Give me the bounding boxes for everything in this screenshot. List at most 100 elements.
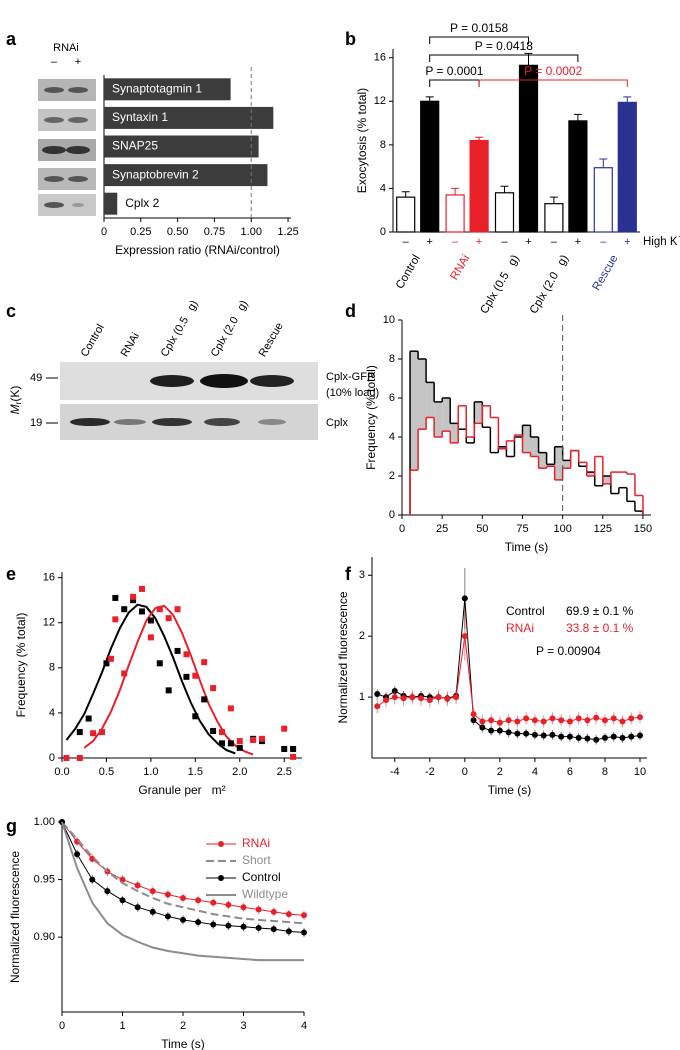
legend-label: RNAi <box>242 836 270 850</box>
bar <box>494 192 515 233</box>
data-point <box>195 919 202 926</box>
scatter-point <box>210 727 217 734</box>
bar <box>104 164 268 187</box>
data-point <box>636 714 643 721</box>
data-point <box>514 730 521 737</box>
scatter-point <box>121 606 128 613</box>
data-point <box>180 916 186 923</box>
series-stats: 33.8 ± 0.1 % <box>566 621 634 635</box>
x-tick-label: 1.5 <box>188 766 203 778</box>
blot-lane: – <box>51 56 58 68</box>
panel-letter: g <box>6 816 17 836</box>
blot-band <box>250 375 294 387</box>
data-point <box>523 730 530 737</box>
condition-label: + <box>525 236 531 248</box>
scatter-point <box>147 617 154 624</box>
bar <box>544 203 564 233</box>
scatter-point <box>290 745 297 752</box>
difference-fill <box>554 446 563 480</box>
scatter-point <box>227 740 234 747</box>
series-name: RNAi <box>506 621 534 635</box>
bar-label: SNAP25 <box>112 139 158 153</box>
bar <box>568 120 588 233</box>
x-tick-label: 10 <box>634 766 646 778</box>
scatter-point <box>130 597 137 604</box>
data-point <box>461 595 468 602</box>
scatter-point <box>174 647 181 654</box>
x-tick-label: 150 <box>634 523 652 535</box>
mr-unit: (K) <box>8 386 22 402</box>
x-annotation: High K <box>643 236 678 248</box>
difference-fill <box>434 401 443 437</box>
x-axis-label: Granule per m² <box>138 783 225 797</box>
data-point <box>636 732 643 739</box>
x-tick-label: 0.50 <box>167 226 188 238</box>
bar-label: Synaptobrevin 2 <box>112 167 199 181</box>
p-value: P = 0.00904 <box>536 644 601 658</box>
bar <box>104 78 231 101</box>
x-tick-label: 0.25 <box>130 226 151 238</box>
scatter-point <box>130 593 137 600</box>
scatter-point <box>259 735 265 742</box>
condition-label: + <box>624 236 630 248</box>
y-tick-label: 2 <box>389 470 395 482</box>
significance-bracket <box>429 54 579 62</box>
x-tick-label: 3 <box>240 1020 246 1032</box>
bar <box>104 106 274 129</box>
scatter-point <box>210 685 217 692</box>
data-point <box>523 715 530 722</box>
blot-band <box>44 87 64 93</box>
x-tick-label: 0 <box>101 226 107 238</box>
scatter-point <box>63 755 70 761</box>
data-point <box>134 904 141 911</box>
bar <box>445 194 465 233</box>
scatter-point <box>112 616 119 623</box>
blot-strip <box>38 109 96 131</box>
y-tick-label: 0.95 <box>34 873 55 885</box>
blot-band <box>114 419 146 425</box>
blot-band <box>150 375 194 387</box>
data-point <box>301 929 307 936</box>
difference-fill <box>498 446 507 449</box>
blot-band <box>68 176 88 182</box>
bar <box>104 192 118 215</box>
x-tick-label: 0 <box>399 523 405 535</box>
x-category-label: Rescue <box>591 253 621 293</box>
data-point <box>479 718 486 725</box>
blot-strip <box>38 168 96 190</box>
bar <box>420 100 440 233</box>
data-point <box>496 727 503 734</box>
x-tick-label: 6 <box>567 766 573 778</box>
error-bar <box>599 158 608 168</box>
data-point <box>531 731 538 738</box>
p-value: P = 0.0158 <box>450 21 508 35</box>
data-point <box>619 718 626 725</box>
x-axis-label: Time (s) <box>505 540 549 554</box>
data-point <box>540 732 547 739</box>
y-tick-label: 6 <box>389 392 395 404</box>
blot-band <box>66 146 90 154</box>
scatter-point <box>201 659 208 666</box>
data-point <box>610 715 617 722</box>
x-category-label: Control <box>394 253 423 291</box>
data-point <box>549 715 556 722</box>
data-point <box>391 694 398 701</box>
panel-letter: f <box>345 564 352 584</box>
data-point <box>566 733 573 740</box>
data-point <box>374 703 381 710</box>
bar <box>469 139 489 233</box>
data-point <box>270 908 277 915</box>
significance-bracket <box>478 79 628 87</box>
error-bar <box>549 196 558 204</box>
data-point <box>540 718 547 725</box>
bar-label: Cplx 2 <box>125 196 159 210</box>
scatter-point <box>183 651 190 658</box>
scatter-point <box>219 729 225 736</box>
data-point <box>593 714 600 721</box>
y-axis-label: Frequency (% total) <box>14 613 28 718</box>
data-point <box>601 734 608 741</box>
data-point <box>444 695 451 702</box>
scatter-point <box>236 738 243 745</box>
condition-label: + <box>426 236 432 248</box>
data-point <box>488 727 495 734</box>
